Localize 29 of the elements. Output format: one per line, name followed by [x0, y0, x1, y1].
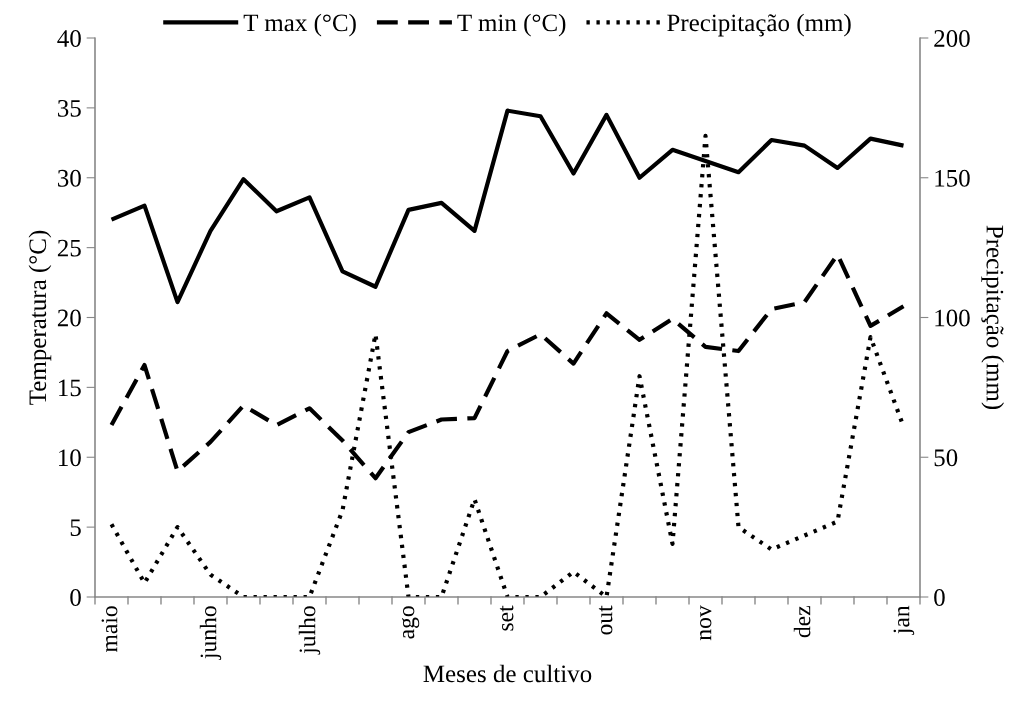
- y-tick-label: 0: [70, 589, 81, 606]
- x-tick-label: set: [499, 605, 514, 631]
- y2-tick-label: 100: [935, 309, 970, 327]
- x-tick-label: jan: [893, 605, 915, 635]
- y2-tick-label: 50: [934, 449, 958, 467]
- y-axis-title: Temperatura (°C): [28, 230, 52, 405]
- legend-label: T max (°C): [243, 13, 356, 37]
- x-tick-label: out: [598, 605, 613, 635]
- x-axis-title: Meses de cultivo: [423, 664, 592, 683]
- y-tick-label: 35: [58, 99, 81, 117]
- y-tick-label: 15: [59, 379, 81, 397]
- y-tick-label: 40: [57, 30, 81, 47]
- x-tick-label: julho: [298, 606, 321, 655]
- y2-tick-label: 150: [935, 169, 970, 187]
- y-tick-label: 30: [58, 169, 81, 187]
- y2-tick-label: 200: [934, 30, 970, 47]
- y-tick-label: 5: [70, 519, 81, 537]
- y2-tick-label: 0: [934, 589, 945, 606]
- legend-label: T min (°C): [457, 13, 566, 37]
- x-tick-label: nov: [700, 605, 712, 641]
- legend-label: Precipitação (mm): [667, 13, 851, 37]
- x-tick-label: ago: [402, 606, 420, 639]
- y-tick-label: 25: [57, 239, 81, 257]
- y-tick-label: 20: [57, 309, 81, 327]
- y2-axis-title: Precipitação (mm): [981, 225, 1005, 410]
- x-tick-label: maio: [101, 606, 118, 653]
- x-tick-label: dez: [793, 605, 811, 638]
- y-tick-label: 10: [59, 449, 81, 467]
- x-tick-label: junho: [199, 606, 222, 660]
